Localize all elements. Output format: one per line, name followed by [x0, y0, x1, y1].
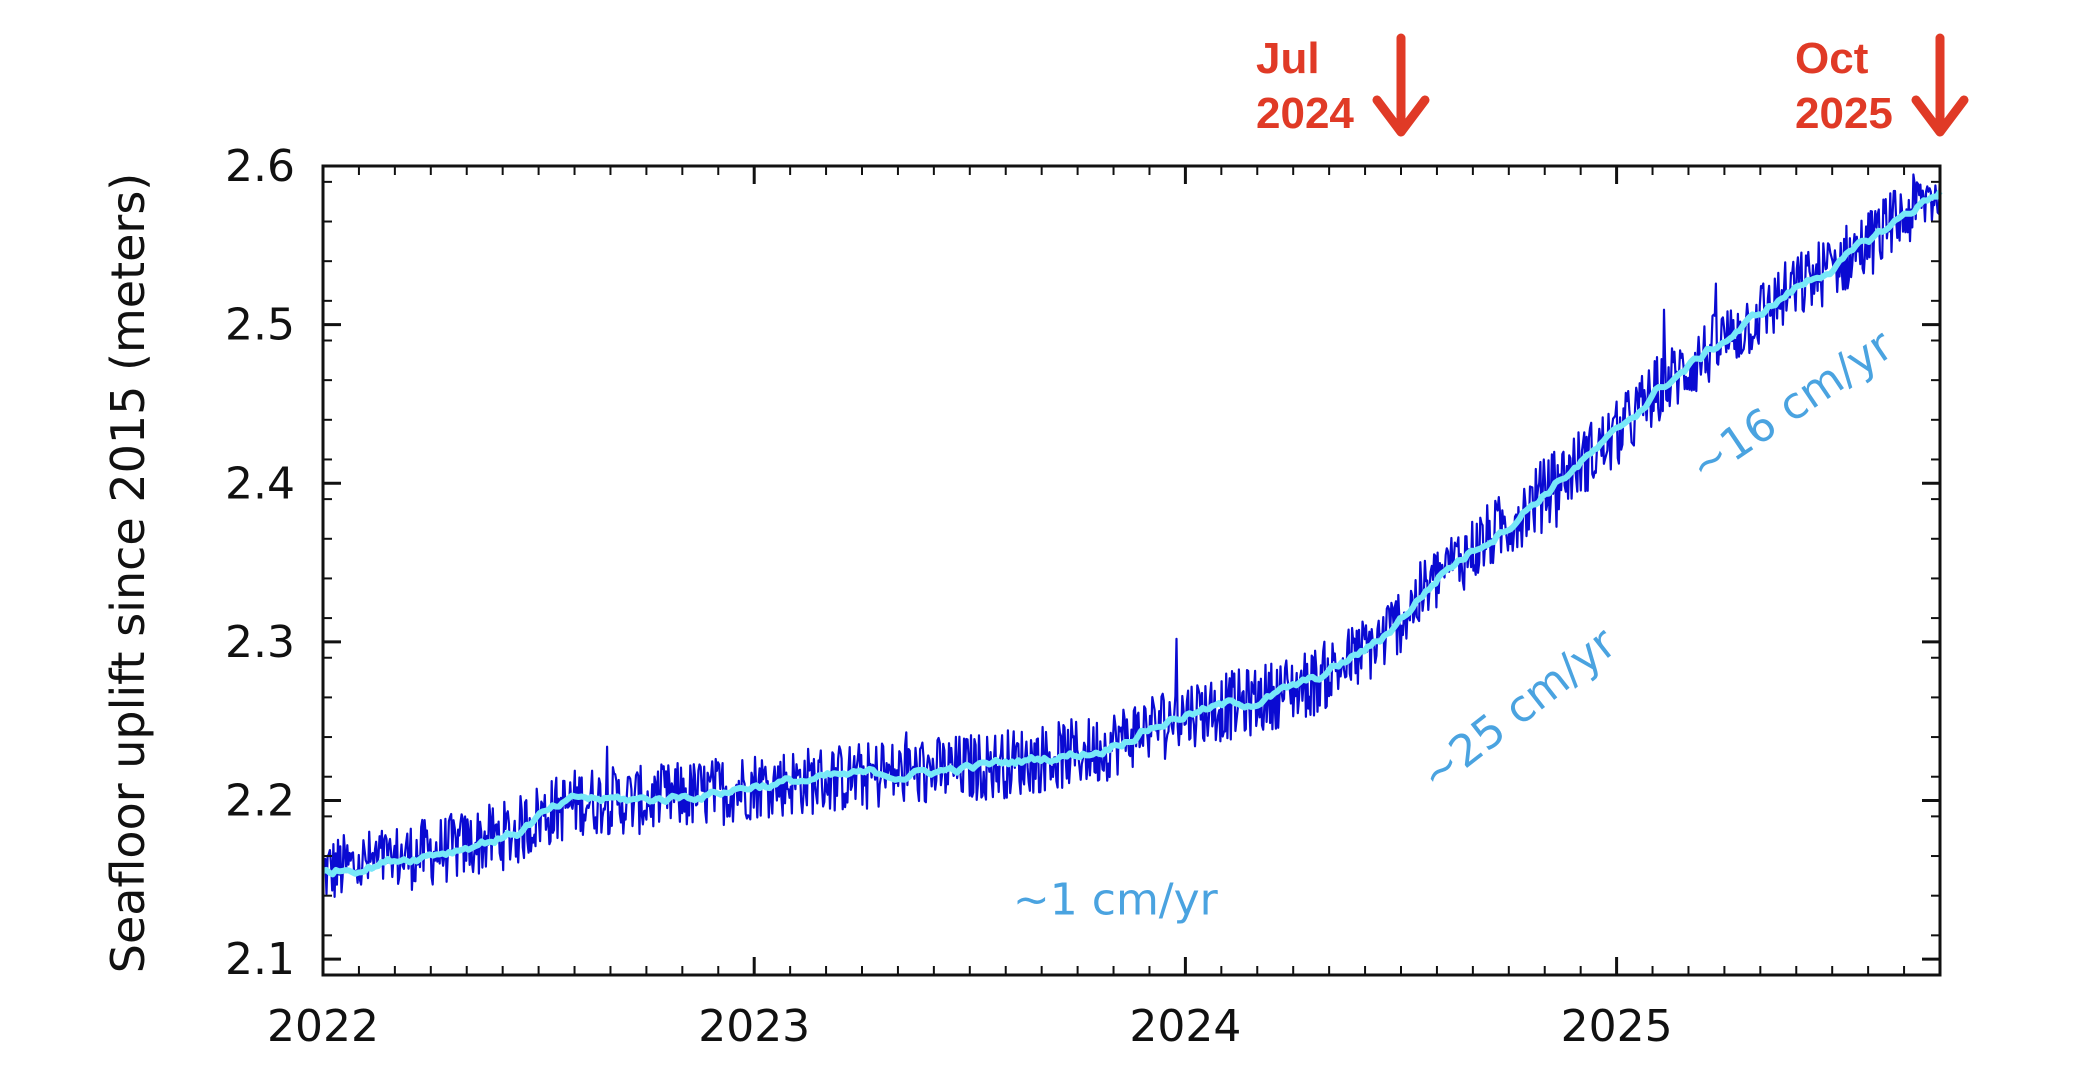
date-marker-month: Jul [1256, 34, 1320, 83]
plot-frame [321, 164, 1942, 977]
x-tick-label: 2022 [267, 1001, 379, 1052]
y-tick-label: 2.2 [225, 776, 295, 827]
y-tick-label: 2.6 [225, 141, 295, 192]
x-tick-label: 2024 [1129, 1001, 1241, 1052]
x-tick-label: 2023 [698, 1001, 810, 1052]
y-tick-label: 2.4 [225, 458, 295, 509]
y-tick-label: 2.3 [225, 617, 295, 668]
x-tick-label: 2025 [1561, 1001, 1673, 1052]
rate-annotation: ~25 cm/yr [1411, 617, 1627, 801]
down-arrow-head-icon [1911, 95, 1969, 137]
y-axis-label: Seafloor uplift since 2015 (meters) [101, 173, 155, 973]
down-arrow-head-icon [1372, 95, 1430, 137]
date-marker-month: Oct [1795, 34, 1869, 83]
date-marker-year: 2024 [1256, 89, 1354, 138]
rate-annotation: ~1 cm/yr [1013, 875, 1219, 926]
rate-annotation: ~16 cm/yr [1680, 319, 1902, 492]
smoothed-uplift-series [321, 189, 1943, 878]
y-tick-label: 2.5 [225, 300, 295, 351]
date-marker-year: 2025 [1795, 89, 1893, 138]
raw-uplift-series [322, 168, 1942, 899]
y-tick-label: 2.1 [225, 934, 295, 985]
